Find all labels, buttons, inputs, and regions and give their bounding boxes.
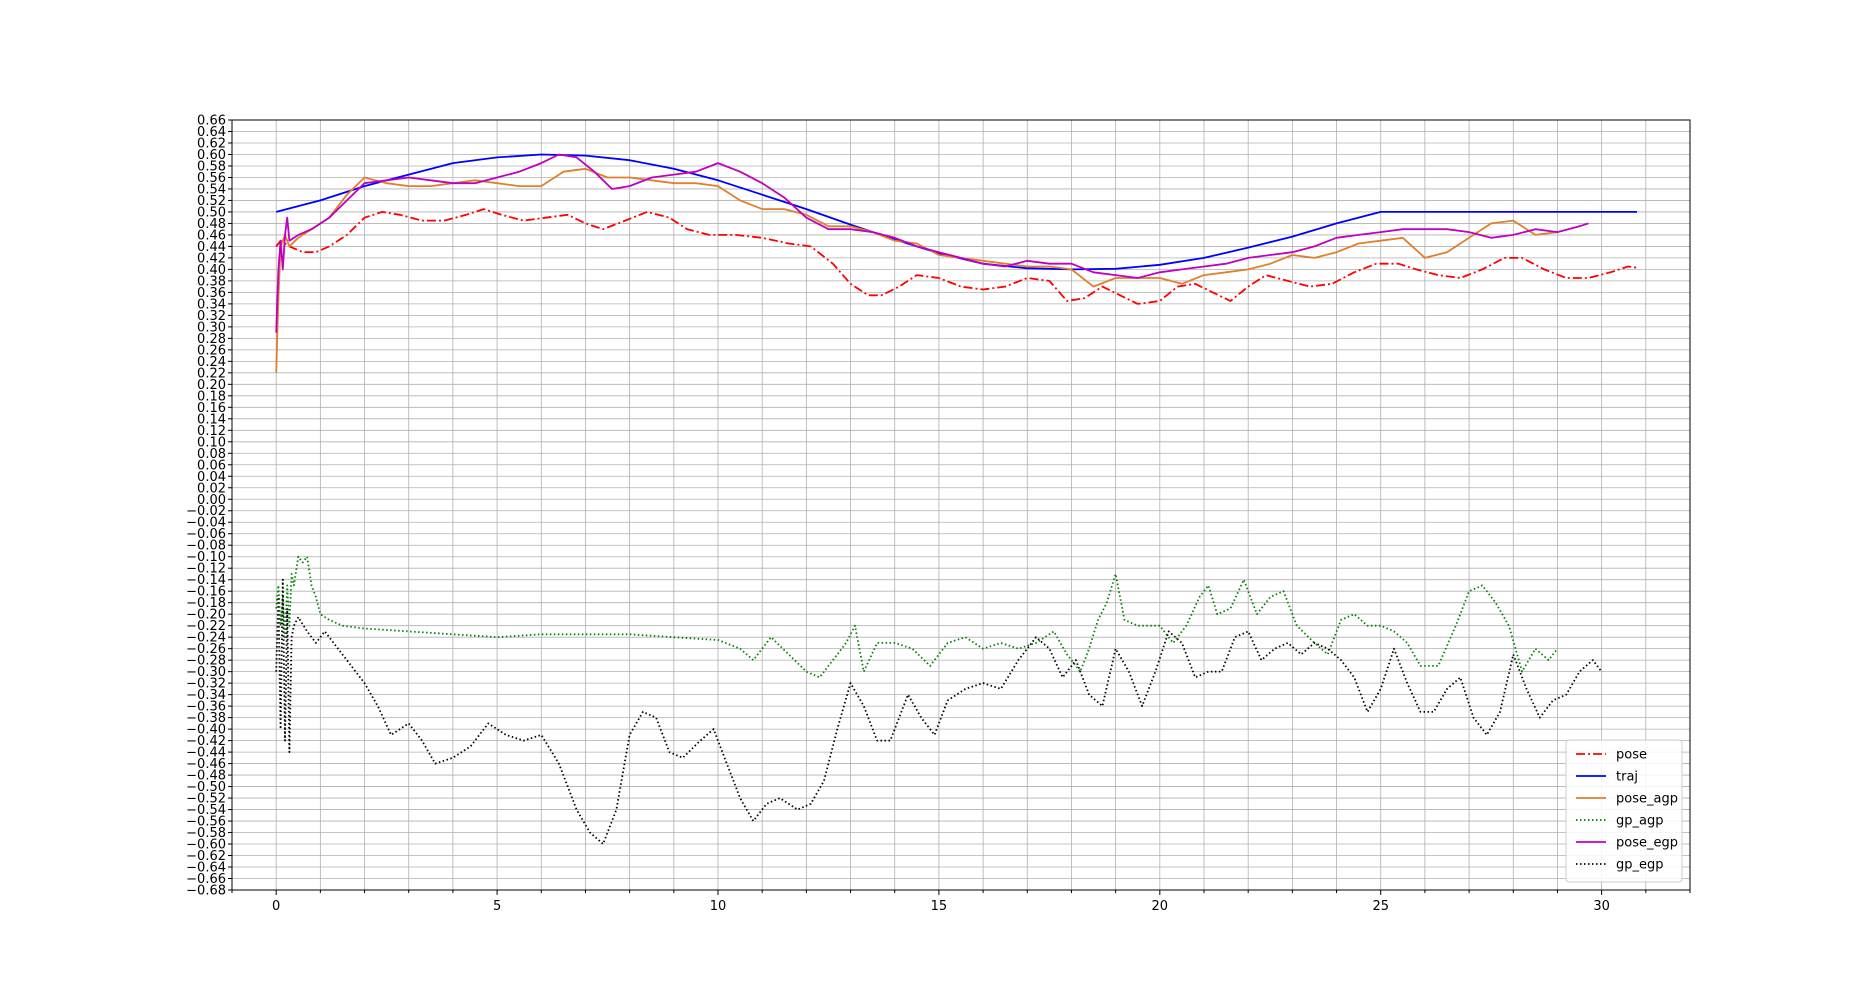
plot-frame xyxy=(231,119,1691,891)
y-tick-label: 0.04 xyxy=(197,470,226,485)
y-tick-label: −0.56 xyxy=(186,815,226,830)
y-tick-label: 0.64 xyxy=(197,125,226,140)
y-tick-label: 0.62 xyxy=(197,136,226,151)
y-tick-label: −0.28 xyxy=(186,654,226,669)
y-tick-label: −0.62 xyxy=(186,849,226,864)
y-tick-label: −0.04 xyxy=(186,516,226,531)
series-line-pose xyxy=(275,208,1638,305)
y-tick-label: 0.30 xyxy=(197,320,226,335)
y-tick-label: 0.02 xyxy=(197,481,226,496)
y-tick-label: −0.60 xyxy=(186,838,226,853)
y-tick-label: −0.14 xyxy=(186,573,226,588)
y-tick-label: 0.36 xyxy=(197,286,226,301)
y-tick-label: 0.12 xyxy=(197,424,226,439)
y-tick-label: −0.44 xyxy=(186,746,226,761)
y-tick-label: 0.48 xyxy=(197,217,226,232)
legend-label-traj: traj xyxy=(1616,770,1638,785)
y-tick-label: 0.52 xyxy=(197,194,226,209)
y-tick-label: 0.00 xyxy=(197,493,226,508)
y-tick-label: −0.18 xyxy=(186,596,226,611)
x-tick-label: 15 xyxy=(931,899,948,914)
legend-label-gp_agp: gp_agp xyxy=(1616,814,1663,829)
x-tick-label: 5 xyxy=(493,899,501,914)
y-tick-label: −0.30 xyxy=(186,665,226,680)
y-tick-label: 0.46 xyxy=(197,228,226,243)
y-tick-label: −0.32 xyxy=(186,677,226,692)
y-tick-label: 0.42 xyxy=(197,251,226,266)
y-tick-label: −0.58 xyxy=(186,826,226,841)
x-tick-label: 0 xyxy=(272,899,280,914)
x-tick-label: 20 xyxy=(1152,899,1169,914)
x-tick-label: 10 xyxy=(710,899,727,914)
axis-ticks: 0 5 10 15 20 25 30−0.68−0.66−0.64−0.62−0.60−0.… xyxy=(186,114,1691,914)
y-tick-label: −0.66 xyxy=(186,872,226,887)
y-tick-label: 0.60 xyxy=(197,148,226,163)
y-tick-label: 0.32 xyxy=(197,309,226,324)
y-tick-label: −0.64 xyxy=(186,861,226,876)
y-tick-label: 0.10 xyxy=(197,435,226,450)
series-layer xyxy=(275,153,1638,845)
y-tick-label: 0.14 xyxy=(197,412,226,427)
y-tick-label: 0.22 xyxy=(197,366,226,381)
y-tick-label: −0.02 xyxy=(186,504,226,519)
y-tick-label: 0.26 xyxy=(197,343,226,358)
y-tick-label: −0.52 xyxy=(186,792,226,807)
y-tick-label: 0.28 xyxy=(197,332,226,347)
legend-label-pose_agp: pose_agp xyxy=(1616,792,1678,807)
y-tick-label: −0.20 xyxy=(186,608,226,623)
y-tick-label: 0.38 xyxy=(197,274,226,289)
y-tick-label: −0.46 xyxy=(186,757,226,772)
legend-label-pose: pose xyxy=(1616,748,1647,763)
y-tick-label: −0.10 xyxy=(186,550,226,565)
y-tick-label: 0.44 xyxy=(197,240,226,255)
series-line-pose_agp xyxy=(275,167,1558,373)
legend-label-pose_egp: pose_egp xyxy=(1616,836,1678,851)
y-tick-label: 0.50 xyxy=(197,205,226,220)
y-tick-label: 0.20 xyxy=(197,378,226,393)
y-tick-label: 0.54 xyxy=(197,182,226,197)
legend-label-gp_egp: gp_egp xyxy=(1616,858,1664,873)
y-tick-label: 0.06 xyxy=(197,458,226,473)
y-tick-label: 0.08 xyxy=(197,447,226,462)
y-tick-label: 0.40 xyxy=(197,263,226,278)
x-tick-label: 30 xyxy=(1593,899,1610,914)
y-tick-label: 0.66 xyxy=(197,114,226,129)
y-tick-label: −0.50 xyxy=(186,780,226,795)
x-tick-label: 25 xyxy=(1372,899,1389,914)
y-tick-label: 0.56 xyxy=(197,171,226,186)
y-tick-label: −0.54 xyxy=(186,803,226,818)
y-tick-label: −0.24 xyxy=(186,631,226,646)
y-tick-label: −0.68 xyxy=(186,884,226,899)
y-tick-label: −0.42 xyxy=(186,734,226,749)
y-tick-label: −0.06 xyxy=(186,527,226,542)
y-tick-label: −0.08 xyxy=(186,539,226,554)
y-tick-label: 0.16 xyxy=(197,401,226,416)
y-tick-label: −0.40 xyxy=(186,723,226,738)
legend: pose traj pose_agp gp_agp pose_egp gp_egp xyxy=(1565,739,1683,883)
y-tick-label: −0.36 xyxy=(186,700,226,715)
y-tick-label: −0.38 xyxy=(186,711,226,726)
y-tick-label: −0.34 xyxy=(186,688,226,703)
y-tick-label: −0.22 xyxy=(186,619,226,634)
y-tick-label: −0.26 xyxy=(186,642,226,657)
y-tick-label: 0.34 xyxy=(197,297,226,312)
y-tick-label: 0.18 xyxy=(197,389,226,404)
y-tick-label: −0.48 xyxy=(186,769,226,784)
y-tick-label: −0.12 xyxy=(186,562,226,577)
y-tick-label: 0.58 xyxy=(197,159,226,174)
y-tick-label: 0.24 xyxy=(197,355,226,370)
series-line-pose_egp xyxy=(275,153,1589,333)
y-tick-label: −0.16 xyxy=(186,585,226,600)
series-line-gp_agp xyxy=(275,555,1559,679)
